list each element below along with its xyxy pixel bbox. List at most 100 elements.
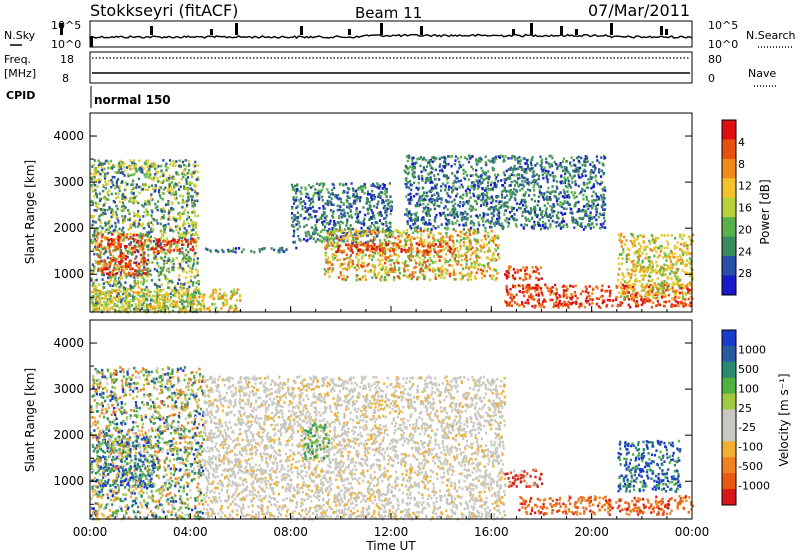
power-cell	[394, 270, 397, 274]
power-cell	[314, 223, 317, 227]
power-cell	[434, 277, 437, 280]
power-cell	[195, 244, 198, 248]
power-cell	[148, 200, 151, 204]
power-cell	[120, 167, 123, 171]
power-cell	[91, 189, 94, 193]
power-cell	[145, 303, 148, 306]
power-cell	[112, 289, 115, 292]
power-cell	[167, 166, 170, 170]
power-cell	[433, 193, 436, 197]
power-cell	[526, 188, 530, 192]
power-cell	[574, 180, 577, 183]
power-cell	[329, 232, 332, 236]
power-cell	[523, 170, 526, 173]
power-cell	[462, 223, 465, 227]
power-cell	[184, 257, 187, 260]
power-cell	[193, 294, 196, 297]
power-cell	[162, 293, 166, 297]
power-cell	[120, 209, 123, 212]
power-cell	[321, 195, 324, 199]
power-cell	[109, 300, 113, 304]
power-cell	[90, 297, 93, 300]
power-cell	[300, 192, 303, 196]
power-cell	[314, 191, 317, 195]
power-cell	[373, 197, 376, 201]
power-cell	[172, 159, 175, 163]
power-cell	[448, 264, 451, 267]
power-cell	[511, 167, 514, 171]
power-cell	[136, 281, 139, 285]
power-cell	[295, 246, 298, 250]
power-cell	[192, 170, 195, 174]
power-cell	[107, 303, 110, 307]
power-cell	[348, 227, 351, 231]
power-cell	[194, 221, 197, 225]
power-cell	[162, 273, 165, 276]
power-cell	[186, 304, 189, 308]
power-cell	[172, 299, 175, 303]
power-cell	[104, 159, 107, 163]
power-cell	[143, 173, 146, 176]
power-cell	[416, 202, 419, 205]
power-cell	[389, 240, 392, 244]
power-cell	[406, 255, 410, 258]
power-cell	[339, 262, 342, 266]
power-cell	[406, 222, 409, 226]
power-cell	[142, 226, 145, 230]
power-cell	[95, 204, 98, 207]
power-cell	[139, 270, 142, 273]
power-cell	[420, 170, 423, 174]
power-cell	[133, 248, 137, 252]
power-cell	[346, 200, 349, 204]
power-cell	[144, 244, 147, 247]
power-cell	[154, 309, 157, 312]
power-cell	[382, 206, 385, 210]
power-cell	[449, 211, 452, 215]
power-cell	[145, 238, 148, 242]
power-cell	[124, 249, 127, 252]
power-cell	[130, 252, 133, 256]
power-cell	[108, 248, 111, 252]
power-cell	[322, 223, 325, 226]
power-cell	[107, 227, 110, 230]
power-cell	[190, 293, 193, 296]
power-cell	[469, 241, 472, 244]
power-cell	[193, 203, 196, 207]
power-cell	[494, 178, 497, 181]
power-cell	[170, 229, 173, 232]
power-cell	[595, 205, 598, 208]
power-cell	[103, 259, 106, 262]
power-cell	[388, 182, 391, 185]
power-cell	[313, 229, 316, 232]
power-cell	[178, 248, 181, 251]
power-cell	[549, 173, 552, 177]
power-cell	[135, 200, 138, 203]
power-cell	[529, 161, 532, 164]
power-cell	[385, 214, 388, 217]
power-cell	[168, 258, 171, 262]
power-cell	[512, 173, 515, 177]
power-cell	[170, 207, 173, 210]
power-cell	[141, 294, 144, 298]
power-cell	[457, 260, 460, 263]
power-cell	[480, 276, 484, 280]
power-cell	[100, 168, 103, 172]
power-cell	[118, 289, 121, 292]
power-cell	[326, 199, 329, 203]
power-cell	[554, 190, 557, 193]
power-cell	[551, 214, 554, 218]
power-cell	[412, 275, 415, 279]
power-cell	[519, 207, 523, 210]
power-cell	[452, 204, 455, 208]
power-cell	[106, 171, 109, 175]
power-cell	[132, 159, 136, 162]
power-cell	[230, 249, 233, 253]
power-cell	[164, 231, 167, 235]
power-cell	[360, 243, 364, 247]
power-cell	[165, 176, 168, 180]
power-cell	[310, 235, 313, 238]
power-cell	[135, 274, 138, 277]
power-cell	[100, 272, 103, 276]
power-cell	[181, 224, 184, 228]
power-cell	[354, 228, 357, 231]
